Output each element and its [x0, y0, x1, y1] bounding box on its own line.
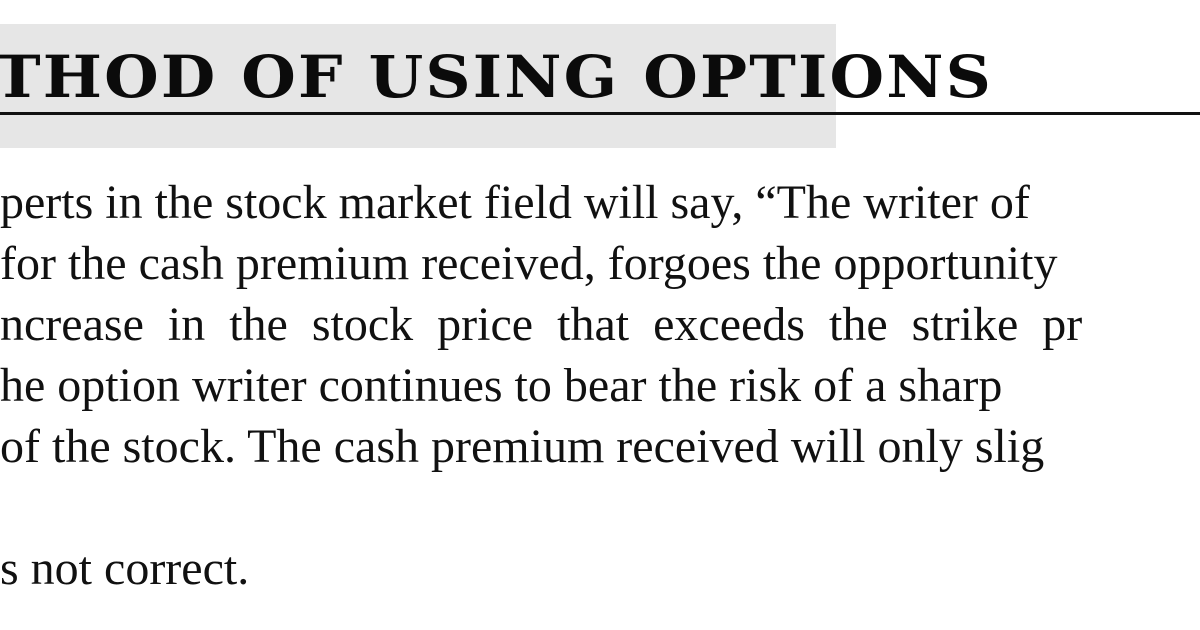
body-text: perts in the stock market field will say… — [0, 172, 1200, 599]
paragraph-line: perts in the stock market field will say… — [0, 176, 1030, 229]
closing-line: s not correct. — [0, 542, 250, 595]
paragraph-line: of the stock. The cash premium received … — [0, 420, 1045, 473]
paragraph-spacer — [0, 477, 1200, 538]
paragraph-line: ncrease in the stock price that exceeds … — [0, 298, 1083, 351]
heading-background — [0, 24, 836, 148]
paragraph-line: he option writer continues to bear the r… — [0, 359, 1003, 412]
section-heading: THOD OF USING OPTIONS — [0, 43, 994, 111]
heading-rule — [0, 112, 1200, 115]
paragraph-line: for the cash premium received, forgoes t… — [0, 237, 1058, 290]
